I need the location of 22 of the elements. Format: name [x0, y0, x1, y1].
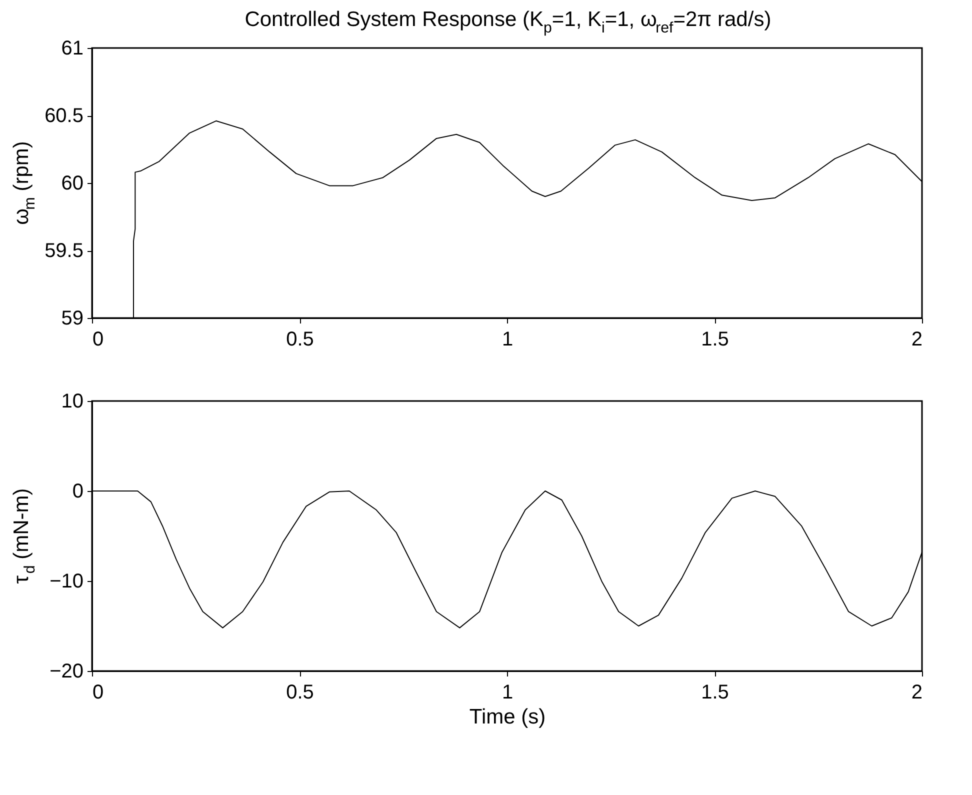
y-tick-label: 59: [61, 308, 84, 330]
x-tick-label: 1: [502, 682, 514, 704]
y-tick-label: 61: [61, 38, 84, 60]
x-tick-label: 1.5: [701, 328, 729, 350]
x-tick-label: 0: [92, 328, 104, 350]
x-tick-label: 0.5: [286, 328, 314, 350]
y-tick-label: 60: [61, 172, 84, 194]
x-tick-label: 0: [92, 682, 104, 704]
x-tick-label: 2: [911, 328, 922, 350]
x-axis-title: Time (s): [469, 706, 546, 728]
x-tick-label: 1: [502, 328, 514, 350]
y-axis-title: ωm (rpm): [10, 141, 38, 225]
x-tick-label: 2: [911, 682, 922, 704]
y-tick-label: −20: [50, 660, 84, 682]
x-tick-label: 0.5: [286, 682, 314, 704]
y-tick-label: −10: [50, 570, 84, 592]
x-tick-label: 1.5: [701, 682, 729, 704]
y-axis-title: τd (mN-m): [10, 488, 38, 584]
y-tick-label: 0: [72, 480, 84, 502]
y-tick-label: 10: [61, 390, 84, 412]
y-tick-label: 59.5: [44, 240, 84, 262]
y-tick-label: 60.5: [44, 105, 84, 127]
